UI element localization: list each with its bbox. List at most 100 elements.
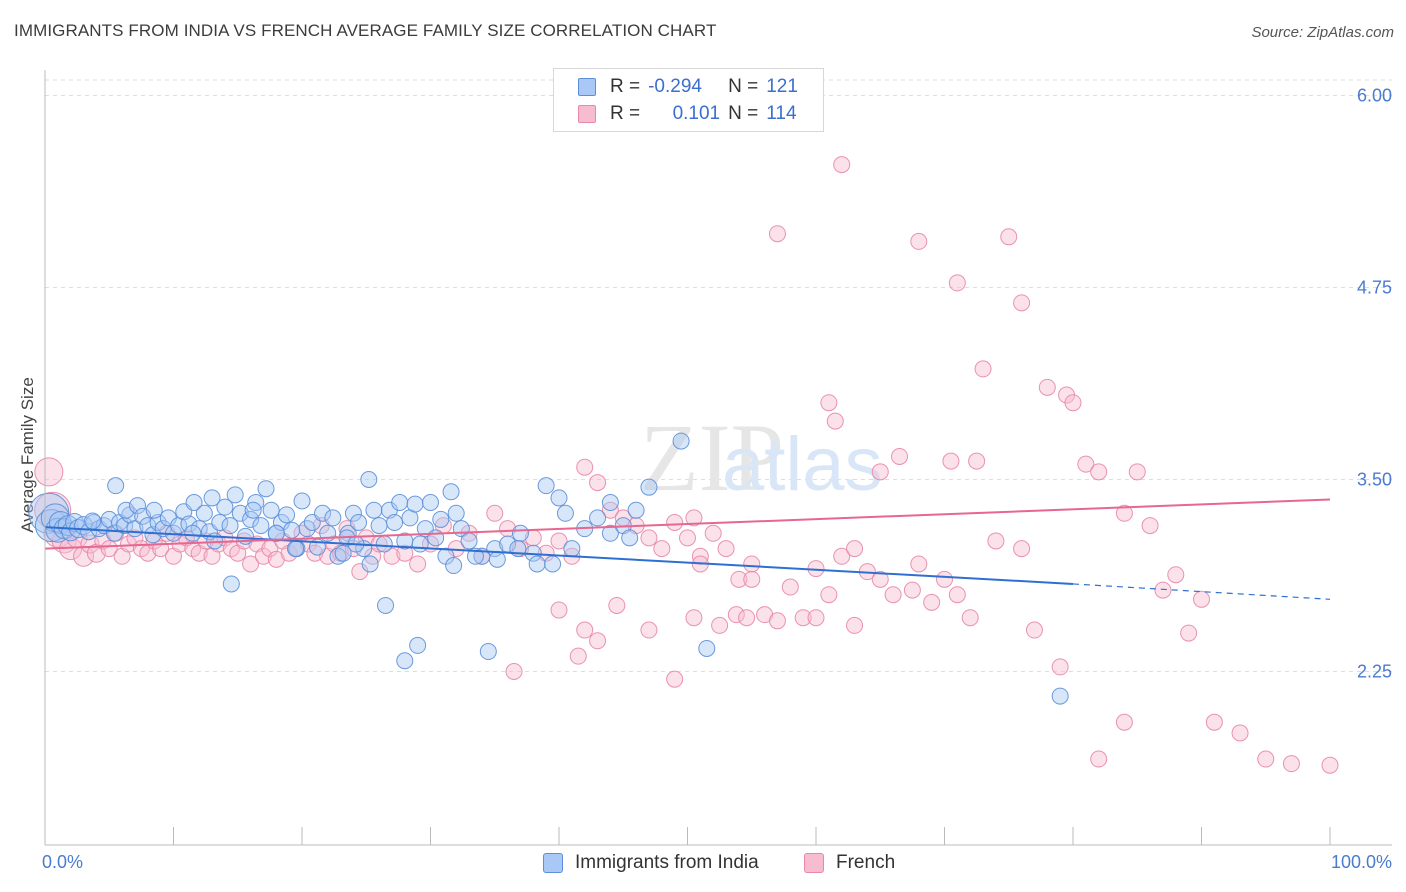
legend-n-label: N = [728,103,759,124]
india-point [244,501,262,519]
french-point [768,612,786,630]
french-point [486,504,504,522]
india-point [544,555,562,573]
india-point [231,504,249,522]
india-point [287,540,305,558]
india-point [528,555,546,573]
axes: 2.25 3.50 4.75 6.00 [44,70,1392,846]
french-point [685,509,703,527]
india-point [262,501,280,519]
french-point [942,452,960,470]
french-point [727,606,745,624]
french-point [968,452,986,470]
french-point [1282,755,1300,773]
french-point [120,535,138,553]
legend-n-value-french: 114 [766,103,797,124]
india-point [1051,687,1069,705]
india-point [222,575,240,593]
legend-label-india: Immigrants from India [575,852,759,873]
french-point [833,156,851,174]
french-point [666,514,684,532]
india-point [391,494,409,512]
india-point [460,532,478,550]
x-tick-label-max: 100.0% [1330,852,1392,872]
india-point [221,517,239,535]
french-point [1141,517,1159,535]
india-point [211,514,229,532]
india-point [185,494,203,512]
french-point [1000,228,1018,246]
french-point [242,555,260,573]
french-point [679,529,696,547]
french-point [871,463,889,481]
india-point [386,514,404,532]
legend-item-french[interactable]: French [804,852,895,874]
french-point [1090,750,1108,768]
india-point [466,547,484,565]
french-point [1077,455,1095,473]
french-point [820,586,838,604]
india-point [375,535,393,553]
legend-r-label: R = [610,103,641,124]
y-tick-label: 2.25 [1357,662,1392,682]
french-point [1167,566,1185,584]
stats-legend: R = -0.294 N = 121 R = 0.101 N = 114 [553,68,824,132]
legend-swatch-french [804,853,824,873]
india-point [283,521,301,539]
chart-title: IMMIGRANTS FROM INDIA VS FRENCH AVERAGE … [14,21,717,40]
india-point [411,535,429,553]
legend-r-label: R = [610,76,641,97]
india-point [640,478,658,496]
india-point [537,477,555,495]
french-point [781,578,799,596]
india-point [61,522,81,542]
india-trend-line [44,526,1074,585]
french-point [569,647,587,665]
french-point [1128,463,1146,481]
french-point [961,609,979,627]
french-point [820,394,838,412]
india-point [672,432,690,450]
india-point [203,489,221,507]
watermark-zip: ZIP [640,404,784,511]
india-point [107,477,125,495]
french-point [948,274,966,292]
india-point [550,489,568,507]
india-point [257,480,275,498]
french-point [833,547,851,565]
french-point [730,570,748,588]
legend-n-value-india: 121 [766,76,798,97]
french-point [987,532,1005,550]
trend-lines [44,498,1331,600]
french-point [589,632,607,650]
french-point [383,547,401,565]
india-point [226,486,244,504]
french-point [653,540,671,558]
french-point [1013,540,1031,558]
india-point [511,524,529,542]
french-point [1013,294,1031,312]
x-tick-label-min: 0.0% [42,852,84,872]
french-point [640,621,658,639]
french-point [738,609,756,627]
legend-item-india[interactable]: Immigrants from India [543,852,759,874]
india-point [442,483,460,501]
french-point [711,616,729,634]
india-point [293,492,311,510]
french-point [903,581,921,599]
french-point [608,596,626,614]
french-point [100,540,118,558]
french-point [505,663,523,680]
india-point [324,509,342,527]
french-point [846,540,864,558]
y-tick-label: 6.00 [1357,86,1392,106]
legend-r-value-french: 0.101 [672,103,721,124]
french-point [743,555,761,573]
french-trend-line [44,498,1331,550]
india-point [129,497,147,515]
india-point [267,524,285,542]
french-point [576,458,594,476]
india-point [396,652,414,670]
french-point [923,593,941,611]
